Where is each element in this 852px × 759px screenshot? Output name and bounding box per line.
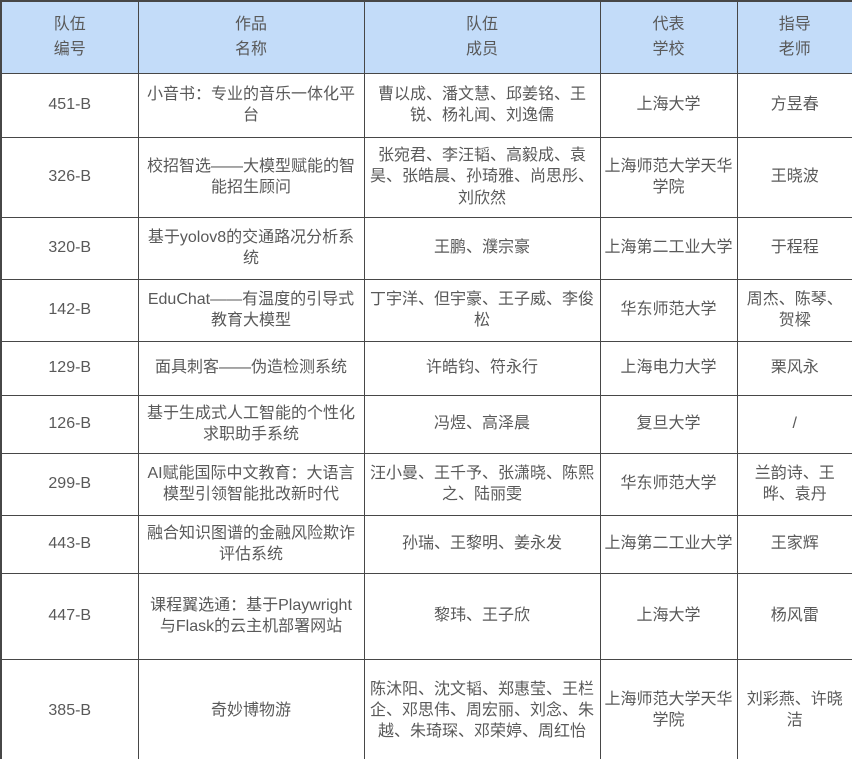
cell-advisor: 王晓波 — [736, 136, 852, 218]
cell-members: 张宛君、李汪韬、高毅成、袁昊、张皓晨、孙琦雅、尚思彤、刘欣然 — [363, 136, 601, 218]
cell-school: 上海师范大学天华学院 — [599, 658, 738, 759]
header-label: 老师 — [778, 41, 811, 59]
cell-members: 孙瑞、王黎明、姜永发 — [363, 514, 601, 574]
table-row: 129-B 面具刺客——伪造检测系统 许皓钧、符永行 上海电力大学 栗风永 — [0, 340, 852, 396]
cell-work-name: 面具刺客——伪造检测系统 — [137, 340, 365, 396]
cell-school: 复旦大学 — [599, 394, 738, 454]
cell-advisor: 刘彩燕、许晓洁 — [736, 658, 852, 759]
cell-work-name: 融合知识图谱的金融风险欺诈评估系统 — [137, 514, 365, 574]
cell-members: 王鹏、濮宗豪 — [363, 216, 601, 280]
table-row: 126-B 基于生成式人工智能的个性化求职助手系统 冯煜、高泽晨 复旦大学 / — [0, 394, 852, 454]
table-row: 451-B 小音书：专业的音乐一体化平台 曹以成、潘文慧、邱姜铭、王锐、杨礼闻、刘逸… — [0, 72, 852, 138]
cell-school: 华东师范大学 — [599, 278, 738, 342]
cell-advisor: 方昱春 — [736, 72, 852, 138]
cell-school: 上海电力大学 — [599, 340, 738, 396]
table-row: 142-B EduChat——有温度的引导式教育大模型 丁宇洋、但宇豪、王子威、李俊… — [0, 278, 852, 342]
cell-team-id: 447-B — [0, 572, 139, 660]
cell-members: 许皓钧、符永行 — [363, 340, 601, 396]
cell-team-id: 326-B — [0, 136, 139, 218]
cell-team-id: 129-B — [0, 340, 139, 396]
cell-work-name: 校招智选——大模型赋能的智能招生顾问 — [137, 136, 365, 218]
header-cell-school: 代表 学校 — [599, 0, 738, 74]
table-row: 447-B 课程翼选通：基于Playwright与Flask的云主机部署网站 黎玮、… — [0, 572, 852, 660]
header-label: 队伍 — [465, 15, 498, 33]
cell-advisor: 栗风永 — [736, 340, 852, 396]
header-cell-team-id: 队伍 编号 — [0, 0, 139, 74]
cell-school: 上海大学 — [599, 572, 738, 660]
cell-advisor: 周杰、陈琴、贺樑 — [736, 278, 852, 342]
cell-advisor: 杨风雷 — [736, 572, 852, 660]
cell-work-name: 基于生成式人工智能的个性化求职助手系统 — [137, 394, 365, 454]
header-label: 代表 — [652, 15, 685, 33]
cell-school: 上海第二工业大学 — [599, 216, 738, 280]
table-row: 443-B 融合知识图谱的金融风险欺诈评估系统 孙瑞、王黎明、姜永发 上海第二工业大学… — [0, 514, 852, 574]
cell-members: 陈沐阳、沈文韬、郑惠莹、王栏企、邓思伟、周宏丽、刘念、朱越、朱琦琛、邓荣婷、周红… — [363, 658, 601, 759]
cell-members: 曹以成、潘文慧、邱姜铭、王锐、杨礼闻、刘逸儒 — [363, 72, 601, 138]
cell-team-id: 385-B — [0, 658, 139, 759]
cell-team-id: 142-B — [0, 278, 139, 342]
header-row: 队伍 编号 作品 名称 队伍 成员 代表 学校 指导 老师 — [0, 0, 852, 74]
table-row: 299-B AI赋能国际中文教育：大语言模型引领智能批改新时代 汪小曼、王千予、张潇… — [0, 452, 852, 516]
header-label: 编号 — [53, 41, 86, 59]
cell-school: 华东师范大学 — [599, 452, 738, 516]
cell-school: 上海第二工业大学 — [599, 514, 738, 574]
cell-advisor: 兰韵诗、王晔、袁丹 — [736, 452, 852, 516]
cell-members: 冯煜、高泽晨 — [363, 394, 601, 454]
cell-work-name: 奇妙博物游 — [137, 658, 365, 759]
header-cell-work-name: 作品 名称 — [137, 0, 365, 74]
cell-work-name: 课程翼选通：基于Playwright与Flask的云主机部署网站 — [137, 572, 365, 660]
cell-team-id: 299-B — [0, 452, 139, 516]
header-label: 学校 — [652, 41, 685, 59]
header-label: 名称 — [234, 41, 267, 59]
cell-team-id: 443-B — [0, 514, 139, 574]
cell-work-name: EduChat——有温度的引导式教育大模型 — [137, 278, 365, 342]
header-label: 成员 — [465, 41, 498, 59]
table-row: 326-B 校招智选——大模型赋能的智能招生顾问 张宛君、李汪韬、高毅成、袁昊、张皓… — [0, 136, 852, 218]
cell-advisor: 于程程 — [736, 216, 852, 280]
header-label: 指导 — [778, 15, 811, 33]
cell-members: 丁宇洋、但宇豪、王子威、李俊松 — [363, 278, 601, 342]
cell-team-id: 126-B — [0, 394, 139, 454]
cell-school: 上海师范大学天华学院 — [599, 136, 738, 218]
cell-team-id: 451-B — [0, 72, 139, 138]
cell-school: 上海大学 — [599, 72, 738, 138]
table-row: 320-B 基于yolov8的交通路况分析系统 王鹏、濮宗豪 上海第二工业大学 于程程 — [0, 216, 852, 280]
cell-members: 黎玮、王子欣 — [363, 572, 601, 660]
cell-work-name: 基于yolov8的交通路况分析系统 — [137, 216, 365, 280]
cell-advisor: / — [736, 394, 852, 454]
header-cell-members: 队伍 成员 — [363, 0, 601, 74]
header-label: 作品 — [234, 15, 267, 33]
table-row: 385-B 奇妙博物游 陈沐阳、沈文韬、郑惠莹、王栏企、邓思伟、周宏丽、刘念、朱越、… — [0, 658, 852, 759]
cell-advisor: 王家辉 — [736, 514, 852, 574]
cell-members: 汪小曼、王千予、张潇晓、陈熙之、陆丽雯 — [363, 452, 601, 516]
header-label: 队伍 — [53, 15, 86, 33]
cell-team-id: 320-B — [0, 216, 139, 280]
header-cell-advisor: 指导 老师 — [736, 0, 852, 74]
cell-work-name: AI赋能国际中文教育：大语言模型引领智能批改新时代 — [137, 452, 365, 516]
cell-work-name: 小音书：专业的音乐一体化平台 — [137, 72, 365, 138]
